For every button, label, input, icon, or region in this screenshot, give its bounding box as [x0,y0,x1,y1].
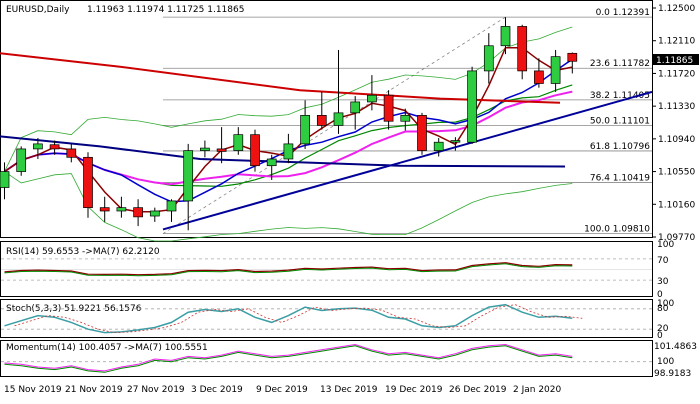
current-price-text: 1.11865 [656,56,693,66]
fib-label: 23.6 1.11782 [590,59,650,69]
candle-bull [266,158,277,167]
stoch-layer [1,303,652,334]
date-axis-label: 3 Dec 2019 [191,385,243,395]
momentum-axis-100: 100 [657,357,674,367]
candle-bull [433,141,444,151]
candle-bear [133,207,143,218]
candle-bull [300,115,310,145]
price-axis-label: 1.12110 [658,37,695,47]
candle-bear [49,144,60,150]
candle-bear [534,70,544,84]
price-axis-label: 1.11720 [658,69,695,79]
momentum-axis-max: 101.4863 [654,342,697,352]
stoch-axis-100: 100 [657,299,674,309]
date-axis-label: 13 Dec 2019 [320,385,378,395]
candle-bull [200,147,210,151]
candle-bull [483,45,494,72]
price-axis-label: 1.10550 [658,168,695,178]
momentum-layer [1,343,652,373]
rsi-axis-30: 30 [657,277,669,287]
candle-bull [116,207,127,212]
candle-bull [283,143,294,160]
price-axis-label: 1.12500 [658,4,695,14]
date-axis-label: 19 Dec 2019 [385,385,443,395]
candle-bull [400,115,411,122]
candle-bull [350,101,361,114]
ma-red-long-line [0,52,561,104]
fib-label: 50.0 1.11101 [590,116,650,126]
price-axis-label: 1.09770 [658,233,695,243]
momentum-label: Momentum(14) 100.4057 ->MA(7) 100.5551 [6,343,208,353]
date-axis-label: 15 Nov 2019 [4,385,62,395]
momentum-axis-min: 98.9183 [654,369,691,379]
stoch-signal-line [14,304,583,334]
trendline [162,90,653,231]
rsi-label: RSI(14) 59.6553 ->MA(7) 62.2120 [6,247,160,257]
price-axis-label: 1.10160 [658,200,695,210]
date-axis-label: 27 Nov 2019 [127,385,185,395]
price-axis-label: 1.10940 [658,135,695,145]
fib-diagonal [162,16,506,234]
date-axis: 15 Nov 2019 21 Nov 2019 27 Nov 2019 3 Dec 2… [4,385,561,395]
candle-bull [550,56,561,84]
candle-bull [450,140,461,143]
candle-bear [517,26,528,72]
candle-bull [333,112,344,126]
fib-label: 100.0 1.09810 [584,225,650,235]
candle-bear [216,148,227,152]
momentum-panel-frame [0,340,653,377]
candle-bear [66,148,77,158]
stoch-axis-20: 20 [657,324,669,334]
moving-averages-layer [0,26,653,242]
fib-label: 0.0 1.12391 [596,8,650,18]
stoch-panel-frame [0,299,653,338]
momentum-ma-line [4,345,573,373]
rsi-axis-70: 70 [657,256,669,266]
symbol-label: EURUSD,Daily [6,5,70,15]
candle-bull [233,134,244,151]
fib-label: 61.8 1.10796 [590,142,650,152]
bollinger-upper-line [4,26,573,172]
candle-bull [149,210,160,217]
candle-bull [166,200,177,212]
price-axis-label: 1.11330 [658,102,695,112]
current-price-tag [653,54,699,65]
stoch-main-line [4,303,573,334]
rsi-axis-0: 0 [657,290,663,300]
candle-bear [383,94,394,122]
date-axis-label: 9 Dec 2019 [256,385,308,395]
date-axis-label: 21 Nov 2019 [65,385,123,395]
rsi-axis-100: 100 [657,240,674,250]
candle-bull [467,70,477,143]
date-axis-label: 26 Dec 2019 [449,385,507,395]
stoch-axis-0: 0 [657,331,663,341]
bollinger-lower-line [4,171,573,242]
candles-layer [0,17,578,231]
candle-bear [567,52,578,62]
date-axis-label: 2 Jan 2020 [513,385,561,395]
candle-bear [417,115,427,151]
candle-bear [83,156,93,208]
candle-bear [99,207,110,212]
candle-bear [250,134,260,167]
rsi-ma-line [4,263,573,277]
candle-bull [500,26,511,47]
candle-bull [16,148,27,172]
candle-bull [0,171,10,188]
stoch-axis-80: 80 [657,304,669,314]
price-axis: 1.12500 1.12110 1.11720 1.11330 1.10940 1.105… [652,4,695,243]
fib-label: 76.4 1.10419 [590,174,650,184]
momentum-line [4,343,573,372]
candle-bull [367,94,377,103]
candle-bull [33,143,43,150]
candle-bear [316,115,327,126]
ohlc-label: 1.11963 1.11974 1.11725 1.11865 [87,5,244,15]
rsi-line [4,262,573,276]
rsi-layer [1,258,652,281]
candle-bull [183,150,194,202]
fib-label: 38.2 1.11405 [590,91,650,101]
ma-navy-long-line [0,135,566,168]
